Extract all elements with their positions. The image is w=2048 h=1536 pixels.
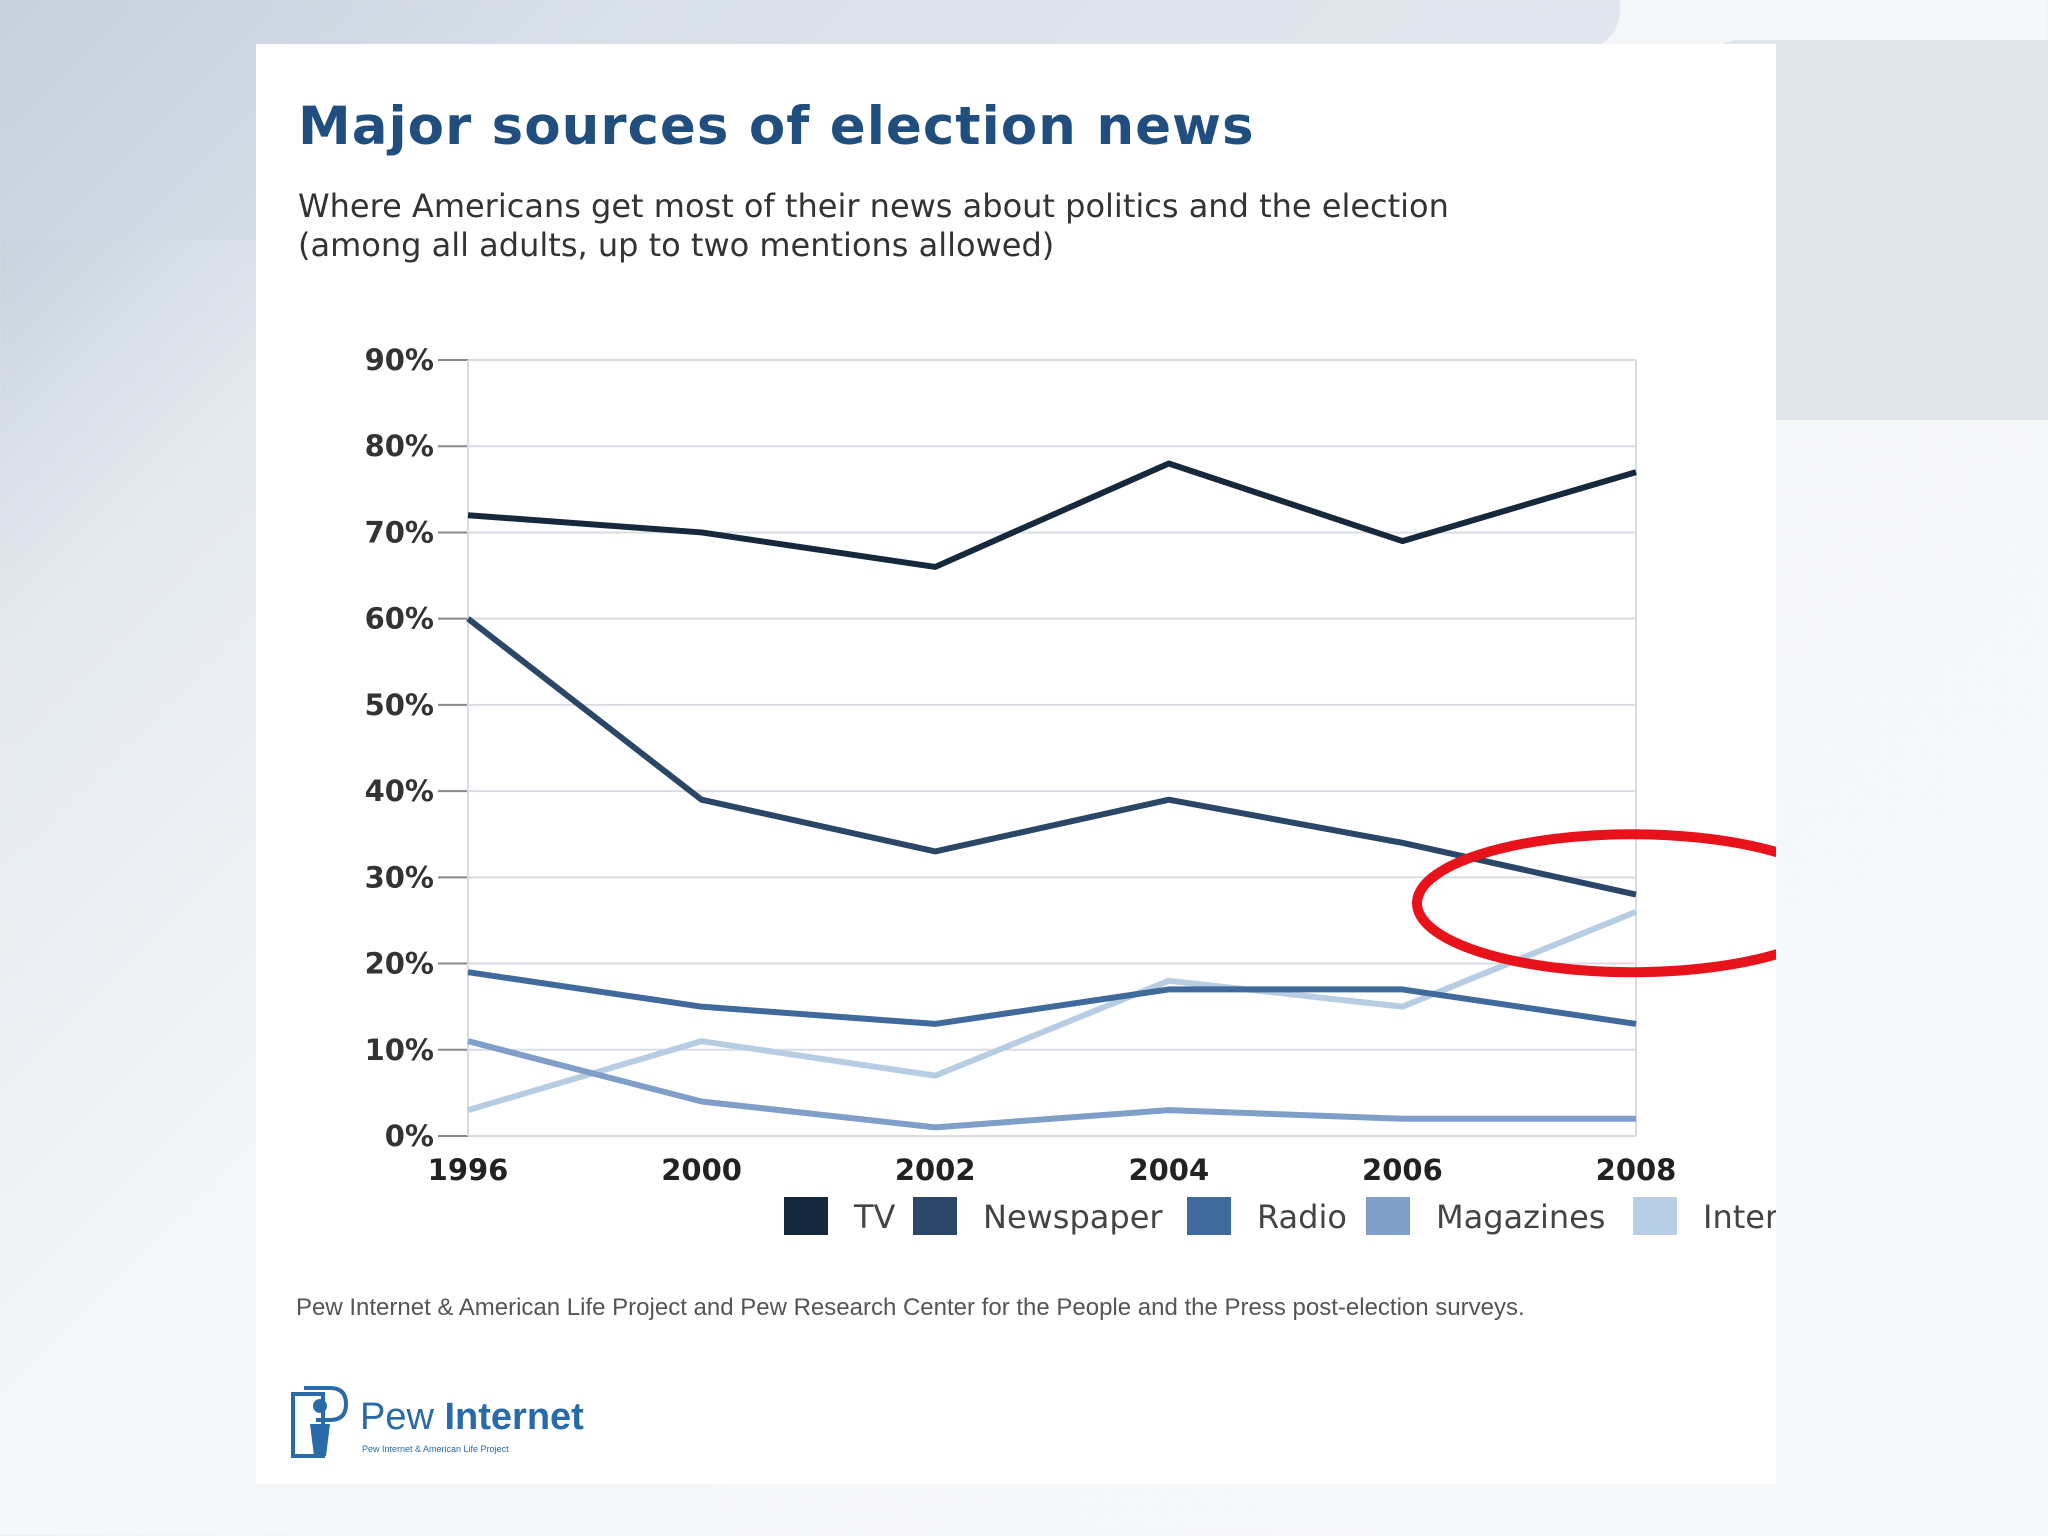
legend-label-newspaper: Newspaper xyxy=(983,1198,1163,1236)
logo-name-light: Pew xyxy=(360,1396,434,1438)
background-shape xyxy=(320,0,1620,50)
x-tick-label: 1996 xyxy=(428,1153,509,1187)
x-tick-label: 2008 xyxy=(1596,1153,1677,1187)
plot-area xyxy=(468,360,1636,1136)
x-axis-ticks: 1996 2000 2002 2004 2006 2008 xyxy=(428,1153,1677,1187)
series-line-newspaper xyxy=(466,616,1637,898)
logo-wordmark: Pew Internet xyxy=(360,1396,584,1439)
highlight-ellipse xyxy=(1412,829,1776,978)
y-tick-label: 30% xyxy=(365,860,434,894)
series-line-magazines xyxy=(467,1038,1636,1131)
legend: TV Newspaper Radio Magazines Internet xyxy=(784,1197,1776,1236)
legend-swatch-newspaper xyxy=(913,1197,957,1235)
pew-internet-logo: Pew Internet Pew Internet & American Lif… xyxy=(290,1384,690,1468)
x-tick-label: 2006 xyxy=(1362,1153,1443,1187)
grid-lines xyxy=(438,359,1637,1137)
chart-subtitle-line-2: (among all adults, up to two mentions al… xyxy=(298,226,1055,264)
series-lines xyxy=(466,460,1638,1131)
legend-label-magazines: Magazines xyxy=(1436,1198,1605,1236)
chart-card: Major sources of election news Where Ame… xyxy=(256,44,1776,1484)
y-axis-ticks: 0% 10% 20% 30% 40% 50% 60% 70% 80% 90% xyxy=(365,343,434,1153)
y-tick-label: 40% xyxy=(365,774,434,808)
legend-label-internet: Internet xyxy=(1703,1198,1776,1236)
logo-tagline: Pew Internet & American Life Project xyxy=(362,1444,509,1454)
legend-label-radio: Radio xyxy=(1257,1198,1347,1236)
x-tick-label: 2002 xyxy=(895,1153,976,1187)
y-tick-label: 70% xyxy=(365,515,434,549)
y-tick-label: 20% xyxy=(365,947,434,981)
y-tick-label: 0% xyxy=(385,1119,434,1153)
y-tick-label: 10% xyxy=(365,1033,434,1067)
legend-swatch-radio xyxy=(1187,1197,1231,1235)
x-tick-label: 2000 xyxy=(661,1153,742,1187)
chart-title: Major sources of election news xyxy=(298,96,1255,157)
legend-label-tv: TV xyxy=(853,1198,896,1236)
y-tick-label: 60% xyxy=(365,602,434,636)
y-tick-label: 80% xyxy=(365,429,434,463)
legend-swatch-internet xyxy=(1633,1197,1677,1235)
series-line-radio xyxy=(467,969,1637,1027)
y-tick-label: 50% xyxy=(365,688,434,722)
source-note: Pew Internet & American Life Project and… xyxy=(296,1294,1525,1321)
line-chart: 0% 10% 20% 30% 40% 50% 60% 70% 80% 90% 1996 2000 20… xyxy=(365,343,1776,1236)
series-line-tv xyxy=(467,460,1637,570)
series-line-internet xyxy=(467,909,1638,1114)
legend-swatch-magazines xyxy=(1366,1197,1410,1235)
legend-swatch-tv xyxy=(784,1197,828,1235)
chart-subtitle-line-1: Where Americans get most of their news a… xyxy=(298,187,1449,225)
logo-name-bold: Internet xyxy=(444,1396,584,1438)
x-tick-label: 2004 xyxy=(1128,1153,1209,1187)
pew-logo-icon xyxy=(291,1386,349,1458)
y-tick-label: 90% xyxy=(365,343,434,377)
